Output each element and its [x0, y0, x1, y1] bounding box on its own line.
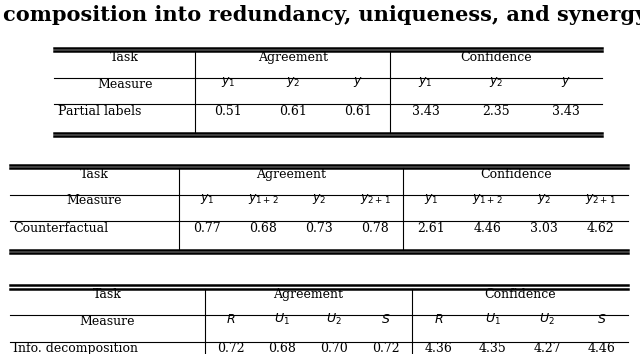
Text: Task: Task — [80, 168, 109, 181]
Text: Measure: Measure — [67, 194, 122, 207]
Text: 0.68: 0.68 — [249, 222, 277, 235]
Text: $y_2$: $y_2$ — [537, 192, 551, 206]
Text: Agreement: Agreement — [256, 168, 326, 181]
Text: $y_{1+2}$: $y_{1+2}$ — [472, 192, 503, 206]
Text: Task: Task — [93, 288, 122, 301]
Text: $y_1$: $y_1$ — [200, 192, 214, 206]
Text: $U_1$: $U_1$ — [485, 312, 501, 327]
Text: 0.61: 0.61 — [279, 105, 307, 118]
Text: $S$: $S$ — [381, 313, 390, 326]
Text: 0.77: 0.77 — [193, 222, 221, 235]
Text: 4.46: 4.46 — [474, 222, 502, 235]
Text: Counterfactual: Counterfactual — [13, 222, 108, 235]
Text: $y_1$: $y_1$ — [424, 192, 438, 206]
Text: $y_2$: $y_2$ — [489, 75, 503, 89]
Text: $y_1$: $y_1$ — [419, 75, 433, 89]
Text: 4.27: 4.27 — [533, 342, 561, 354]
Text: $R$: $R$ — [226, 313, 236, 326]
Text: $U_2$: $U_2$ — [540, 312, 555, 327]
Text: 0.78: 0.78 — [362, 222, 389, 235]
Text: Task: Task — [110, 51, 140, 64]
Text: Confidence: Confidence — [480, 168, 552, 181]
Text: $y$: $y$ — [353, 75, 363, 89]
Text: Confidence: Confidence — [484, 288, 556, 301]
Text: 0.73: 0.73 — [305, 222, 333, 235]
Text: $y_{1+2}$: $y_{1+2}$ — [248, 192, 278, 206]
Text: $y_1$: $y_1$ — [221, 75, 235, 89]
Text: 3.03: 3.03 — [530, 222, 558, 235]
Text: 0.51: 0.51 — [214, 105, 242, 118]
Text: Confidence: Confidence — [460, 51, 532, 64]
Text: $R$: $R$ — [434, 313, 444, 326]
Text: 4.62: 4.62 — [586, 222, 614, 235]
Text: 4.46: 4.46 — [588, 342, 615, 354]
Text: $y_{2+1}$: $y_{2+1}$ — [360, 192, 390, 206]
Text: 3.43: 3.43 — [412, 105, 440, 118]
Text: 0.72: 0.72 — [372, 342, 399, 354]
Text: 2.35: 2.35 — [482, 105, 510, 118]
Text: 4.35: 4.35 — [479, 342, 507, 354]
Text: $S$: $S$ — [596, 313, 606, 326]
Text: Measure: Measure — [79, 315, 135, 328]
Text: 0.61: 0.61 — [344, 105, 372, 118]
Text: Partial labels: Partial labels — [58, 105, 141, 118]
Text: $y$: $y$ — [561, 75, 572, 89]
Text: Agreement: Agreement — [258, 51, 328, 64]
Text: $y_2$: $y_2$ — [285, 75, 300, 89]
Text: $U_2$: $U_2$ — [326, 312, 342, 327]
Text: 0.70: 0.70 — [320, 342, 348, 354]
Text: 4.36: 4.36 — [425, 342, 452, 354]
Text: 2.61: 2.61 — [417, 222, 445, 235]
Text: $U_1$: $U_1$ — [275, 312, 291, 327]
Text: $y_{2+1}$: $y_{2+1}$ — [585, 192, 616, 206]
Text: Info. decomposition: Info. decomposition — [13, 342, 138, 354]
Text: Measure: Measure — [97, 78, 152, 91]
Text: 3.43: 3.43 — [552, 105, 580, 118]
Text: 0.72: 0.72 — [217, 342, 244, 354]
Text: composition into redundancy, uniqueness, and synergy.: composition into redundancy, uniqueness,… — [3, 5, 640, 25]
Text: Agreement: Agreement — [273, 288, 343, 301]
Text: $y_2$: $y_2$ — [312, 192, 326, 206]
Text: 0.68: 0.68 — [268, 342, 296, 354]
